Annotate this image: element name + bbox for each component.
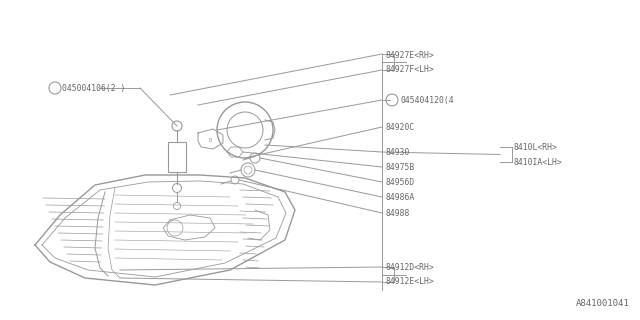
Text: 84975B: 84975B — [385, 163, 414, 172]
Text: 84927E<RH>: 84927E<RH> — [385, 51, 434, 60]
Text: 84920C: 84920C — [385, 123, 414, 132]
Bar — [168, 142, 186, 172]
Text: 84912D<RH>: 84912D<RH> — [385, 263, 434, 272]
Text: 84956D: 84956D — [385, 178, 414, 187]
Text: A841001041: A841001041 — [576, 299, 630, 308]
Text: 84986A: 84986A — [385, 193, 414, 202]
Text: 8410L<RH>: 8410L<RH> — [514, 142, 558, 151]
Text: 84912E<LH>: 84912E<LH> — [385, 277, 434, 286]
Text: 84927F<LH>: 84927F<LH> — [385, 65, 434, 74]
Text: 84930: 84930 — [385, 148, 410, 156]
Text: 045004106(2 ): 045004106(2 ) — [62, 84, 125, 92]
Text: 84988: 84988 — [385, 209, 410, 218]
Text: 8410IA<LH>: 8410IA<LH> — [514, 157, 563, 166]
Text: B: B — [208, 138, 212, 142]
Text: 045404120(4: 045404120(4 — [400, 95, 454, 105]
